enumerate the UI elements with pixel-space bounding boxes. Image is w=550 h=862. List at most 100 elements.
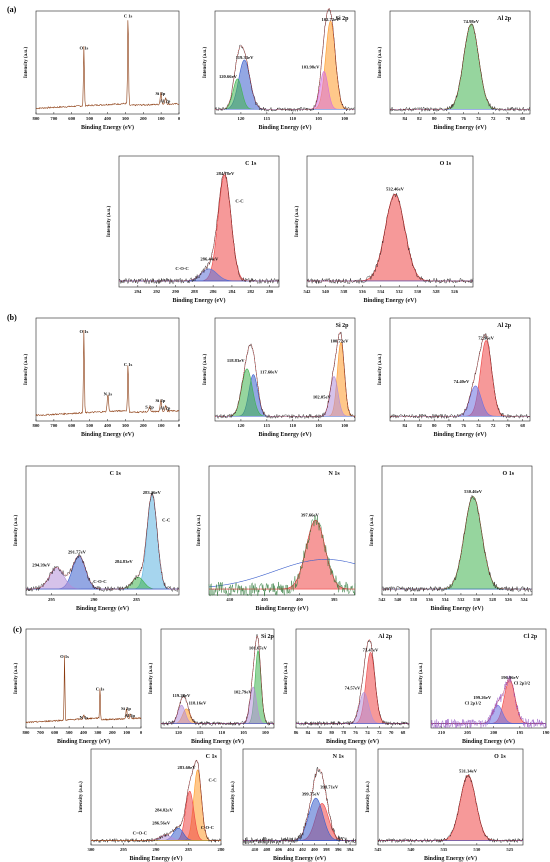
x-tick-label: 70 [506,116,511,121]
plot-frame [377,748,524,846]
x-axis-label: Binding Energy (eV) [172,297,225,304]
x-axis-label: Binding Energy (eV) [462,738,515,745]
x-tick-label: 84 [402,423,407,428]
x-tick-label: 84 [402,116,407,121]
chart-svg: 800 700 600 500 400 300 200 100 0 Binding Energy … [14,628,143,745]
x-axis-label: Binding Energy (eV) [433,431,486,438]
chart-svg: 300 295 290 285 280 Binding Energy (eV) Intens… [79,748,225,862]
chart-b-o1s: 542 540 538 536 534 532 530 528 526 524 Binding En… [366,462,536,612]
peak-annotation: 284.83eV [115,559,134,564]
fit-envelope-line [209,519,355,590]
x-axis-label: Binding Energy (eV) [424,855,477,862]
x-tick-label: 526 [505,597,513,602]
peak-annotation: 100.72eV [330,338,349,343]
peak-annotation: C-O-C [201,825,214,830]
plot-frame [25,628,142,729]
x-tick-label: 400 [104,116,112,121]
fit-envelope-line [390,23,530,110]
x-tick-label: 300 [122,116,130,121]
peak-annotation: Si 2p [155,398,165,403]
peak-annotation: C-O-C [93,579,106,584]
panel-label-c: (c) [13,625,22,634]
panel-label-b: (b) [7,313,17,322]
fit-envelope-line [296,639,409,724]
x-tick-label: 0 [140,730,143,735]
peak-annotation: C 1s [124,13,133,18]
chart-c-survey: 800 700 600 500 400 300 200 100 0 Binding Energy … [10,625,145,745]
x-axis-label: Binding Energy (eV) [326,738,379,745]
peak-annotation: Al 2p [160,406,171,411]
x-axis-label: Binding Energy (eV) [258,431,311,438]
background-line [208,559,356,588]
peak-annotation: 117.60eV [260,370,278,375]
x-tick-label: 80 [329,730,334,735]
chart-svg: 294 292 290 288 286 284 282 280 Binding Energy (… [107,155,280,304]
x-tick-label: 528 [433,289,441,294]
peak-annotation: 286.44eV [200,256,219,261]
x-tick-label: 110 [289,423,296,428]
peak-annotation: 74.57eV [345,686,361,691]
spectrum-title: N 1s [333,754,345,760]
fit-envelope-line [119,172,279,282]
x-tick-label: 76 [353,730,358,735]
x-tick-label: 535 [440,847,448,852]
x-tick-label: 400 [296,597,304,602]
plot-frame [35,317,180,422]
x-tick-label: 205 [464,730,472,735]
chart-a-o1s: 542 540 538 536 534 532 530 528 526 Binding Energ… [291,152,477,304]
chart-svg: 120 115 110 105 100 Binding Energy (eV) Intens… [203,317,356,438]
chart-c-o1s: 545 540 535 530 525 Binding Energy (eV) Intens… [362,745,527,862]
x-tick-label: 410 [226,597,234,602]
chart-b-n1s: 410 405 400 395 Binding Energy (eV) Intensity… [193,462,359,612]
x-tick-label: 286 [210,289,218,294]
x-tick-label: 100 [123,730,131,735]
peak-annotation: S 2p [145,405,154,410]
x-tick-label: 295 [48,597,56,602]
x-tick-label: 200 [140,116,148,121]
x-tick-label: 115 [197,730,204,735]
x-tick-label: 540 [322,289,330,294]
x-tick-label: 538 [340,289,348,294]
x-tick-label: 534 [377,289,385,294]
peak-annotation: 294.39eV [32,563,51,568]
spectrum-title: Al 2p [497,16,512,22]
x-tick-label: 84 [306,730,311,735]
chart-svg: 210 205 200 195 190 Binding Energy (eV) Intens… [419,628,550,745]
peak-annotation: N 1s [104,391,113,396]
survey-spectrum-line [35,329,180,417]
x-tick-label: 300 [122,423,130,428]
chart-svg: 410 405 400 395 Binding Energy (eV) Intensity… [197,465,356,612]
panel-label-a: (a) [7,5,17,14]
spectrum-title: N 1s [329,471,341,477]
chart-svg: 120 115 110 105 100 Binding Energy (eV) Intens… [149,628,275,745]
peak-annotation: O 1s [60,654,69,659]
x-axis-label: Binding Energy (eV) [191,738,244,745]
fit-envelope-line [378,775,523,841]
x-tick-label: 406 [275,847,283,852]
x-tick-label: 68 [520,116,525,121]
peak-annotation: 102.79eV [234,689,253,694]
peak-annotation: C-O-C [175,266,188,271]
peak-annotation: C 1s [96,687,105,692]
chart-svg: 542 540 538 536 534 532 530 528 526 524 Binding En… [370,465,533,612]
x-tick-label: 396 [335,847,343,852]
spectrum-title: O 1s [494,754,506,760]
chart-svg: 800 700 600 500 400 300 200 100 0 Binding Energy … [24,317,181,438]
chart-a-si2p: 120 115 110 105 100 Binding Energy (eV) Intens… [199,7,359,131]
chart-b-survey: 800 700 600 500 400 300 200 100 0 Binding Energy … [20,314,183,438]
chart-svg: 542 540 538 536 534 532 530 528 526 Binding Energ… [295,155,474,304]
x-tick-label: 285 [185,847,193,852]
plot-frame [118,155,280,288]
x-tick-label: 82 [417,423,422,428]
x-axis-label: Binding Energy (eV) [433,124,486,131]
x-tick-label: 68 [520,423,525,428]
peak-annotation: Cl 2p1/2 [465,700,482,705]
raw-spectrum-line [214,7,356,113]
chart-svg: 120 115 110 105 100 Binding Energy (eV) Intens… [203,7,356,131]
x-tick-label: 290 [91,597,99,602]
peak-annotation: 399.75eV [302,792,321,797]
x-tick-label: 398 [323,847,331,852]
chart-c-n1s: 410 408 406 404 402 400 398 396 394 Binding Energ… [227,745,360,862]
raw-spectrum-line [295,640,410,727]
x-tick-label: 74 [476,116,481,121]
